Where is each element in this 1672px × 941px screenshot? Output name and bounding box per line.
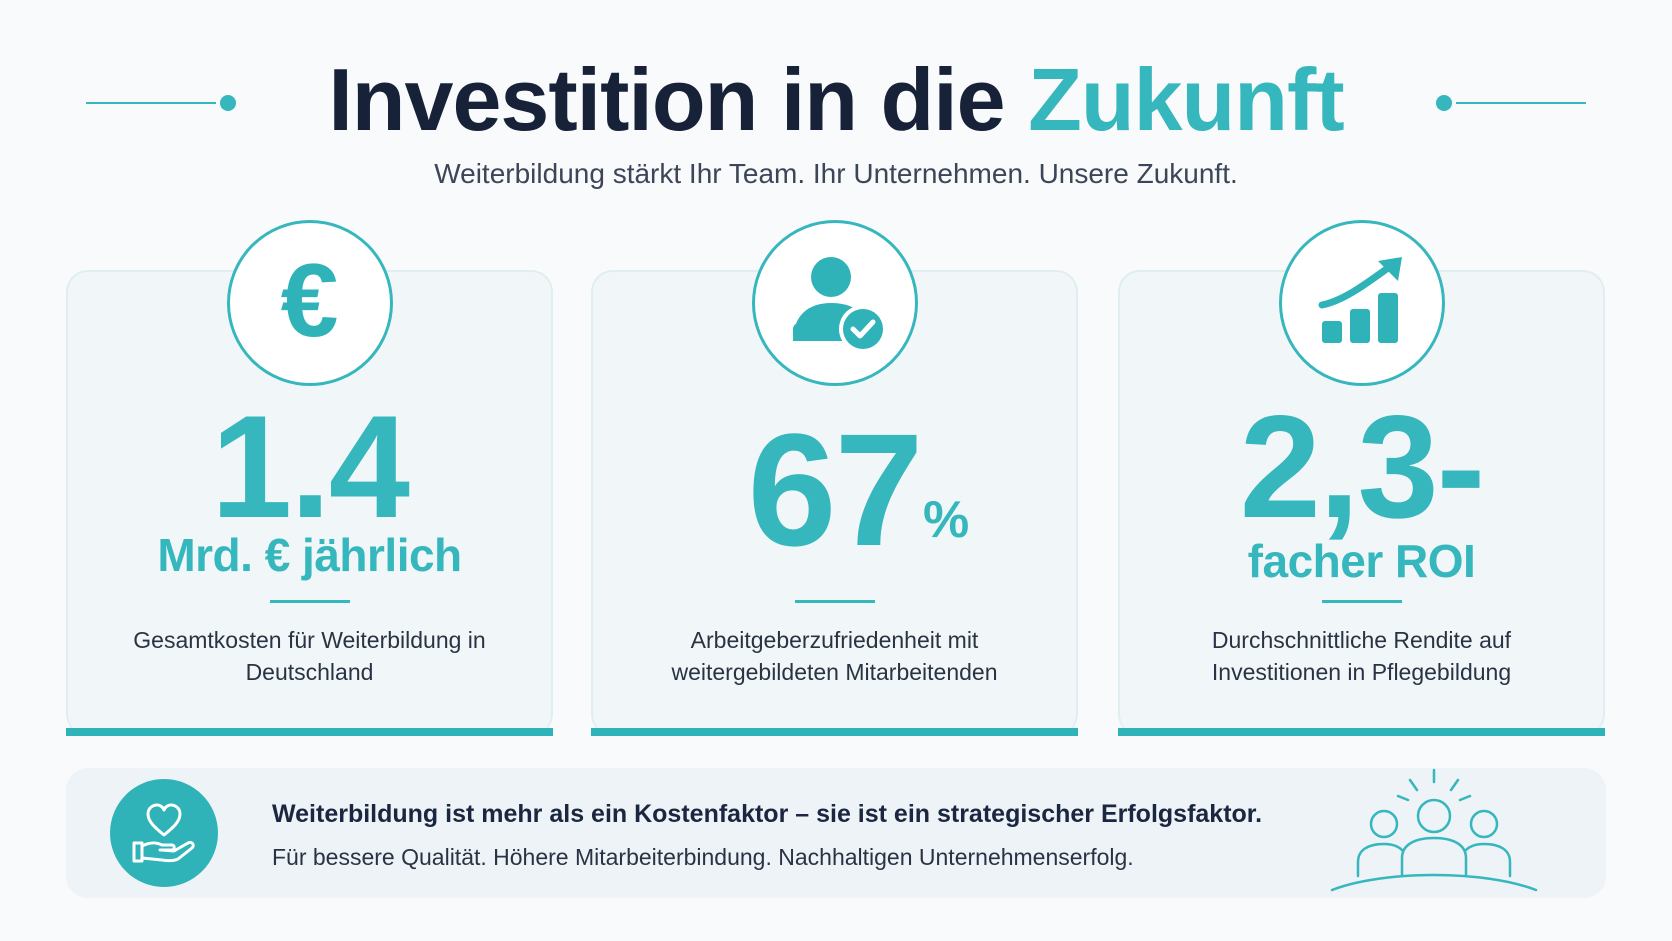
stat-unit: Mrd. € jährlich [157,529,462,581]
euro-glyph: € [280,243,339,359]
banner-headline: Weiterbildung ist mehr als ein Kostenfak… [272,800,1263,828]
growth-chart-icon [1278,220,1445,386]
stat-description-line: Deutschland [245,659,374,685]
team-icon [1330,768,1538,892]
card-accent-bar [591,728,1078,736]
decorative-dot-right [1436,95,1452,111]
decorative-line-right [1456,102,1586,104]
heart-hand-svg [132,803,195,863]
stat-description-line: Durchschnittliche Rendite auf [1211,627,1512,653]
decorative-dot-left [220,95,236,111]
card-accent-bar [66,728,553,736]
decorative-line-left [86,102,216,104]
title-main: Investition in die [328,50,1029,149]
user-check-svg [792,257,887,353]
card-accent-bar [1118,728,1605,736]
stat-description-line: Gesamtkosten für Weiterbildung in [133,627,486,653]
user-check-icon [751,220,918,386]
stat-value: 1.4 [211,385,410,548]
stat-card-costs: € 1.4 Mrd. € jährlich Gesamtkosten für W… [66,220,553,736]
page-subtitle: Weiterbildung stärkt Ihr Team. Ihr Unter… [434,158,1238,189]
bottom-banner: Weiterbildung ist mehr als ein Kostenfak… [66,768,1606,898]
header: Investition in die Zukunft [0,40,1672,160]
growth-chart-svg [1318,257,1402,343]
divider [1321,600,1402,603]
stat-description: Durchschnittliche Rendite auf Investitio… [1150,624,1573,688]
stat-description-line: Arbeitgeberzufriedenheit mit [690,627,979,653]
stat-description: Gesamtkosten für Weiterbildung in Deutsc… [98,624,521,688]
divider [269,600,350,603]
stat-value: 67 [747,400,924,579]
stat-description: Arbeitgeberzufriedenheit mit weitergebil… [623,624,1046,688]
heart-hand-icon [110,779,218,887]
banner-subline: Für bessere Qualität. Höhere Mitarbeiter… [272,844,1134,870]
stat-description-line: Investitionen in Pflegebildung [1211,659,1512,685]
stat-unit: facher ROI [1247,535,1476,587]
stat-card-satisfaction: 67 % Arbeitgeberzufriedenheit mit weiter… [591,220,1078,736]
stat-description-line: weitergebildeten Mitarbeitenden [671,659,998,685]
title-accent: Zukunft [1028,50,1345,149]
page-title: Investition in die Zukunft [328,56,1344,144]
divider [794,600,875,603]
stat-unit: % [923,491,970,549]
euro-icon: € [226,220,393,386]
stat-value: 2,3- [1239,385,1486,548]
stat-card-roi: 2,3- facher ROI Durchschnittliche Rendit… [1118,220,1605,736]
